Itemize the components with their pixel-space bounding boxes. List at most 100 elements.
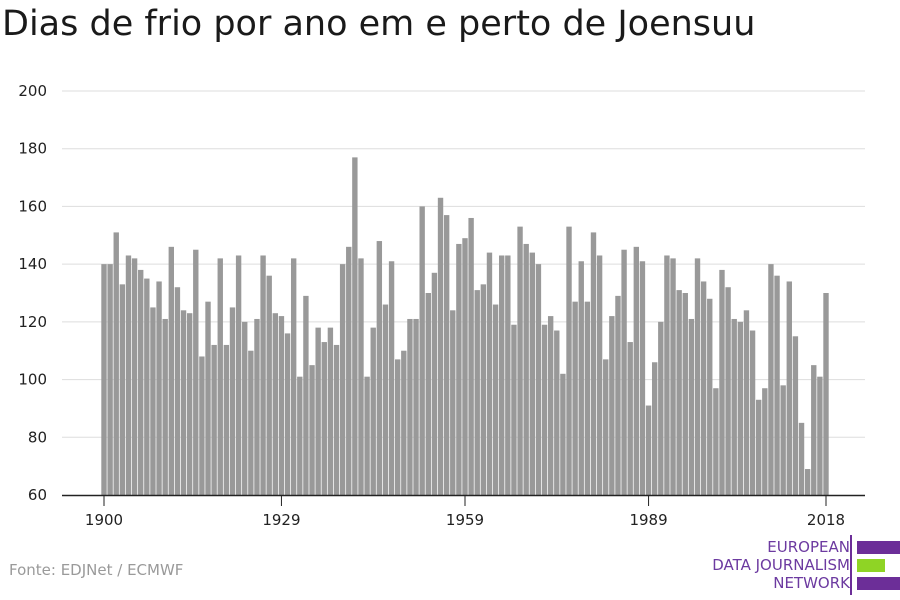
bar-2010	[774, 275, 780, 495]
bar-1939	[339, 264, 346, 495]
bar-1969	[523, 243, 529, 495]
bar-2014	[798, 422, 805, 495]
bar-1986	[627, 342, 633, 495]
y-tick-label: 200	[18, 82, 47, 100]
bar-1950	[407, 318, 413, 495]
bar-2000	[713, 388, 719, 495]
bar-1948	[395, 359, 401, 495]
logo-line-2: DATA JOURNALISM	[712, 556, 850, 574]
bar-1984	[615, 295, 621, 495]
bar-2002	[725, 287, 731, 495]
bar-1960	[468, 217, 474, 495]
bar-1921	[229, 307, 236, 495]
logo-divider	[850, 535, 852, 595]
bar-1991	[658, 321, 664, 495]
x-tick-label: 1900	[85, 511, 123, 529]
bar-1913	[180, 310, 187, 495]
bar-1967	[511, 324, 517, 495]
edjnet-logo: EUROPEAN DATA JOURNALISM NETWORK	[690, 535, 900, 595]
bar-1937	[327, 327, 334, 495]
bar-2015	[804, 469, 811, 495]
bar-1910	[162, 318, 168, 495]
bar-1918	[211, 344, 217, 495]
bar-1993	[670, 258, 676, 495]
bar-1934	[309, 365, 315, 495]
bar-1908	[150, 307, 156, 495]
bar-1945	[376, 241, 383, 495]
bar-2003	[731, 318, 737, 495]
bar-2004	[737, 321, 744, 495]
bar-1916	[199, 356, 205, 495]
bar-1972	[541, 324, 548, 495]
y-axis-ticks: 60 80 100 120 140 160 180 200	[18, 82, 47, 504]
bar-1976	[566, 226, 572, 495]
bar-1931	[290, 258, 297, 495]
bar-1995	[682, 293, 688, 495]
bar-1966	[505, 255, 511, 495]
x-axis-ticks: 1900 1929 1959 1989 2018	[85, 496, 845, 529]
bar-1977	[572, 301, 578, 495]
bar-1915	[193, 249, 199, 495]
bar-1963	[486, 252, 493, 495]
bar-1930	[284, 333, 291, 495]
bar-1989	[645, 405, 652, 495]
bar-1938	[333, 344, 340, 495]
bar-1936	[321, 342, 327, 495]
logo-bar-green	[857, 559, 885, 572]
bar-1951	[413, 318, 419, 495]
bar-1941	[352, 157, 358, 495]
bar-1974	[554, 330, 560, 495]
x-tick-label: 2018	[807, 511, 845, 529]
bar-2018	[823, 293, 829, 495]
bar-1958	[456, 243, 462, 495]
bar-1949	[401, 350, 407, 495]
bar-1965	[499, 255, 505, 495]
bar-1981	[596, 255, 603, 495]
bar-1978	[578, 261, 584, 495]
bar-2012	[786, 281, 792, 495]
bar-1922	[235, 255, 242, 495]
bar-1970	[529, 252, 535, 495]
bar-1999	[707, 298, 713, 495]
bar-1979	[584, 301, 591, 495]
x-tick-label: 1929	[262, 511, 300, 529]
bar-1952	[419, 206, 425, 495]
bar-1901	[107, 264, 113, 495]
bar-1926	[260, 255, 266, 495]
source-note: Fonte: EDJNet / ECMWF	[9, 561, 184, 579]
x-tick-label: 1989	[629, 511, 667, 529]
bar-1927	[266, 275, 272, 495]
bar-1900	[101, 264, 107, 495]
bar-1929	[278, 316, 285, 495]
bars	[101, 157, 829, 496]
bar-1942	[358, 258, 364, 495]
bar-1971	[535, 264, 542, 495]
bar-1968	[517, 226, 523, 495]
bar-1997	[694, 258, 701, 495]
bar-1935	[315, 327, 321, 495]
bar-1985	[621, 249, 627, 495]
bar-1920	[223, 344, 230, 495]
bar-1988	[639, 261, 646, 495]
bar-1944	[370, 327, 376, 495]
x-tick-label: 1959	[446, 511, 484, 529]
bar-1955	[437, 197, 444, 495]
y-tick-label: 80	[28, 428, 47, 446]
bar-1907	[144, 278, 150, 495]
bar-1906	[138, 269, 144, 495]
bar-1973	[547, 316, 554, 495]
bar-1946	[382, 304, 389, 495]
bar-1947	[388, 261, 395, 495]
bar-1962	[480, 284, 487, 495]
bar-2008	[762, 388, 768, 495]
bar-1957	[450, 310, 456, 495]
bar-2006	[749, 330, 756, 495]
bar-1983	[609, 316, 615, 495]
bar-1961	[474, 290, 480, 495]
bar-1919	[217, 258, 223, 495]
bar-1953	[425, 293, 431, 495]
y-tick-label: 60	[28, 486, 47, 504]
logo-line-3: NETWORK	[773, 574, 850, 592]
y-tick-label: 160	[18, 197, 47, 215]
y-tick-label: 180	[18, 140, 47, 158]
